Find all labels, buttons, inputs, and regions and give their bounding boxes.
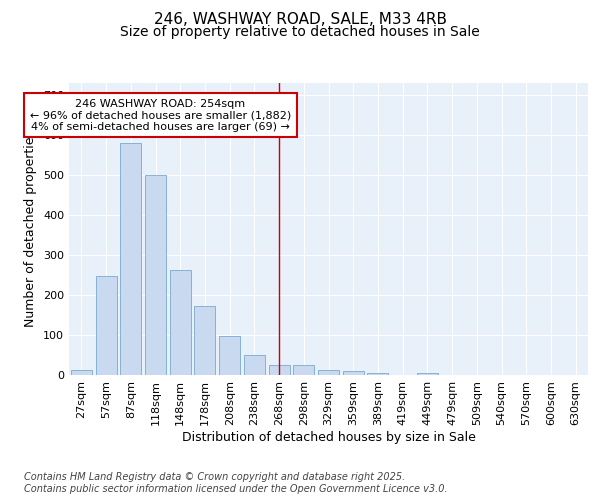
Bar xyxy=(145,176,166,375)
Bar xyxy=(95,276,116,375)
Text: 246 WASHWAY ROAD: 254sqm
← 96% of detached houses are smaller (1,882)
4% of semi: 246 WASHWAY ROAD: 254sqm ← 96% of detach… xyxy=(30,98,291,132)
Bar xyxy=(170,270,191,375)
Bar xyxy=(269,364,290,375)
Bar xyxy=(367,373,388,375)
Bar xyxy=(120,144,141,375)
Text: Contains HM Land Registry data © Crown copyright and database right 2025.
Contai: Contains HM Land Registry data © Crown c… xyxy=(24,472,448,494)
Bar xyxy=(71,370,92,375)
Bar xyxy=(194,306,215,375)
Bar xyxy=(219,336,240,375)
Bar xyxy=(244,355,265,375)
Bar xyxy=(293,365,314,375)
X-axis label: Distribution of detached houses by size in Sale: Distribution of detached houses by size … xyxy=(182,430,475,444)
Bar xyxy=(318,370,339,375)
Text: Size of property relative to detached houses in Sale: Size of property relative to detached ho… xyxy=(120,25,480,39)
Bar xyxy=(343,371,364,375)
Bar xyxy=(417,373,438,375)
Text: 246, WASHWAY ROAD, SALE, M33 4RB: 246, WASHWAY ROAD, SALE, M33 4RB xyxy=(154,12,446,28)
Y-axis label: Number of detached properties: Number of detached properties xyxy=(25,130,37,327)
